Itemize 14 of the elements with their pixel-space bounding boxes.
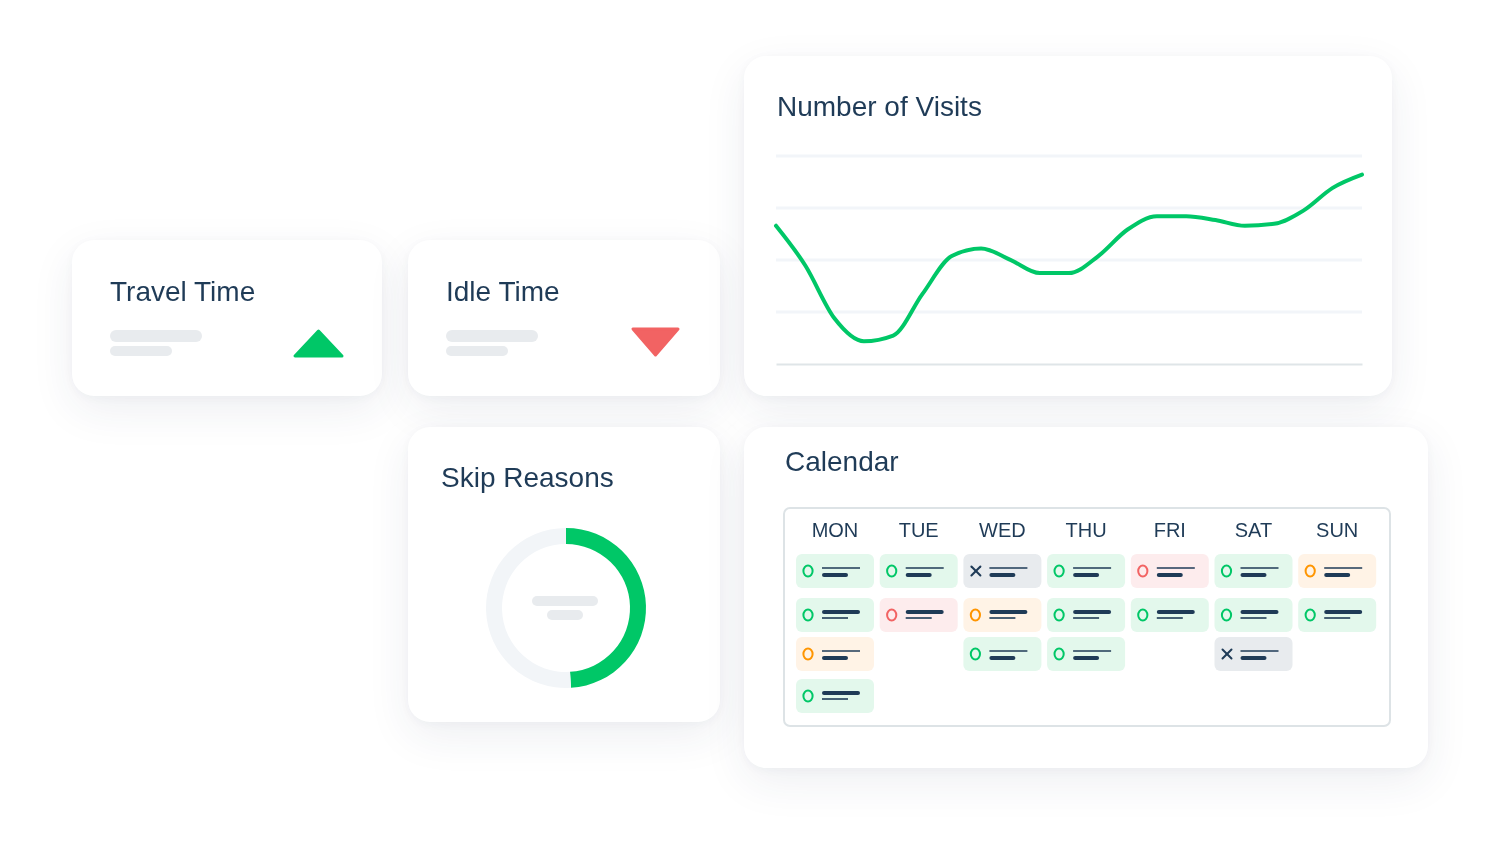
category-label: WED <box>979 519 1026 541</box>
donut-slice <box>566 528 646 688</box>
text: Travel Time <box>110 276 256 307</box>
category-label: MON <box>811 519 859 541</box>
chart-title: Number of Visits <box>777 91 982 122</box>
donut-slice <box>486 528 572 688</box>
category-label: THU <box>1065 519 1107 541</box>
text: Calendar <box>785 446 899 477</box>
chart-title: Skip Reasons <box>441 462 614 493</box>
category-label: SAT <box>1234 519 1273 541</box>
category-label: TUE <box>898 519 939 541</box>
category-label: SUN <box>1316 519 1359 541</box>
text: Idle Time <box>446 276 560 307</box>
category-label: FRI <box>1153 519 1186 541</box>
